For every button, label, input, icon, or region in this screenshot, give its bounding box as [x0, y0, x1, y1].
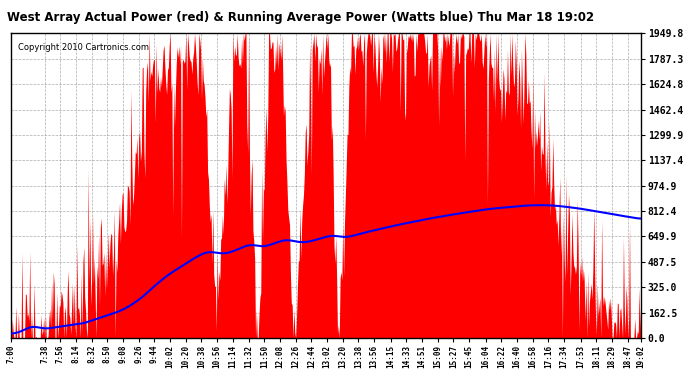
Text: West Array Actual Power (red) & Running Average Power (Watts blue) Thu Mar 18 19: West Array Actual Power (red) & Running …	[7, 11, 594, 24]
Text: Copyright 2010 Cartronics.com: Copyright 2010 Cartronics.com	[18, 43, 149, 52]
